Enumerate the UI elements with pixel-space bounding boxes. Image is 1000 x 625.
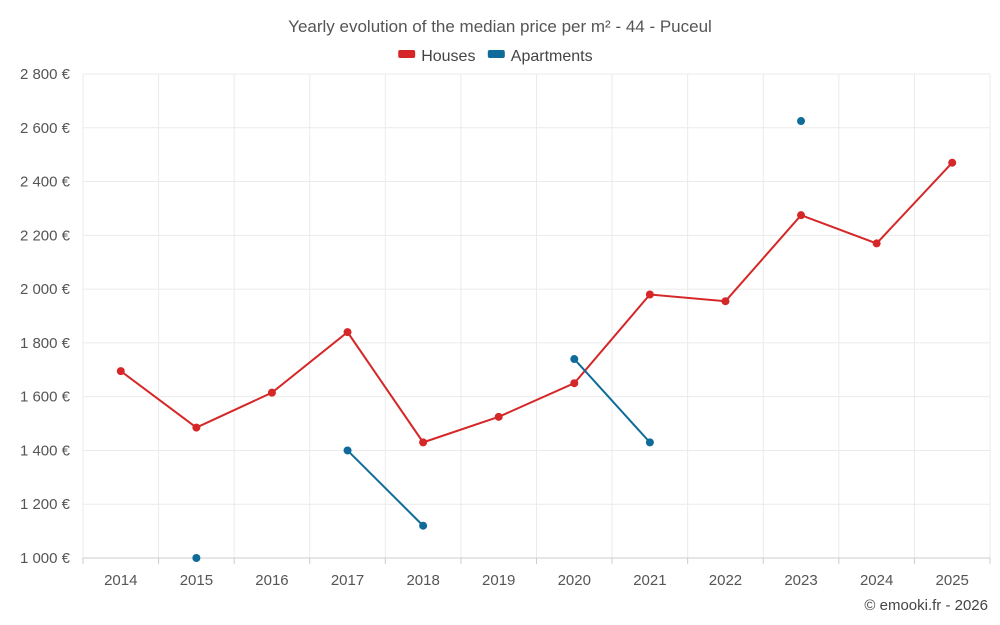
x-tick-label: 2021 <box>633 572 666 589</box>
houses-point[interactable] <box>494 412 503 421</box>
houses-point[interactable] <box>797 211 806 220</box>
legend-swatch-apartments <box>487 50 505 58</box>
x-tick-label: 2023 <box>784 572 817 589</box>
apartments-point[interactable] <box>570 355 579 364</box>
x-tick-label: 2025 <box>936 572 969 589</box>
apartments-point[interactable] <box>192 554 201 562</box>
x-tick-label: 2019 <box>482 572 515 589</box>
houses-point[interactable] <box>116 367 125 376</box>
houses-point[interactable] <box>645 290 654 299</box>
credit-text: © emooki.fr - 2026 <box>864 597 988 614</box>
y-tick-label: 1 000 € <box>20 550 71 567</box>
legend-label-apartments: Apartments <box>511 48 593 65</box>
x-tick-label: 2020 <box>558 572 591 589</box>
y-tick-label: 2 400 € <box>20 174 71 191</box>
apartments-line <box>573 358 651 444</box>
legend-swatch-houses <box>398 50 416 58</box>
x-tick-label: 2018 <box>406 572 439 589</box>
apartments-point[interactable] <box>419 521 428 530</box>
legend-item-houses[interactable]: Houses <box>398 48 475 65</box>
chart-title: Yearly evolution of the median price per… <box>288 17 712 36</box>
houses-point[interactable] <box>872 239 881 248</box>
y-tick-label: 2 600 € <box>20 120 71 137</box>
x-tick-label: 2016 <box>255 572 288 589</box>
legend-item-apartments[interactable]: Apartments <box>487 48 593 65</box>
y-tick-label: 2 200 € <box>20 227 71 244</box>
y-tick-label: 1 200 € <box>20 496 71 513</box>
houses-point[interactable] <box>419 438 428 447</box>
houses-line <box>120 162 953 444</box>
apartments-line <box>346 449 424 527</box>
apartments-point[interactable] <box>343 446 352 455</box>
x-axis: 2014 2015 2016 2017 2018 2019 2020 2021 2022 2023… <box>82 557 991 589</box>
y-axis: 1 000 € 1 200 € 1 400 € 1 600 € 1 800 € 2 000… <box>20 66 71 567</box>
legend-label-houses: Houses <box>421 48 475 65</box>
x-tick-label: 2022 <box>709 572 742 589</box>
legend: Houses Apartments <box>398 48 593 65</box>
y-tick-label: 2 800 € <box>20 66 71 83</box>
x-tick-label: 2024 <box>860 572 893 589</box>
y-tick-label: 1 400 € <box>20 442 71 459</box>
series-apartments <box>192 117 806 562</box>
y-tick-label: 1 600 € <box>20 389 71 406</box>
x-tick-label: 2017 <box>331 572 364 589</box>
houses-point[interactable] <box>570 379 579 388</box>
houses-point[interactable] <box>948 158 957 167</box>
apartments-point[interactable] <box>797 117 806 126</box>
y-tick-label: 1 800 € <box>20 335 71 352</box>
series-layer <box>116 117 957 562</box>
x-tick-label: 2014 <box>104 572 137 589</box>
x-tick-label: 2015 <box>180 572 213 589</box>
grid <box>82 73 991 559</box>
houses-point[interactable] <box>267 388 276 397</box>
apartments-point[interactable] <box>645 438 654 447</box>
series-houses <box>116 158 957 447</box>
houses-point[interactable] <box>343 328 352 337</box>
houses-point[interactable] <box>192 423 201 432</box>
houses-point[interactable] <box>721 297 730 306</box>
y-tick-label: 2 000 € <box>20 281 71 298</box>
